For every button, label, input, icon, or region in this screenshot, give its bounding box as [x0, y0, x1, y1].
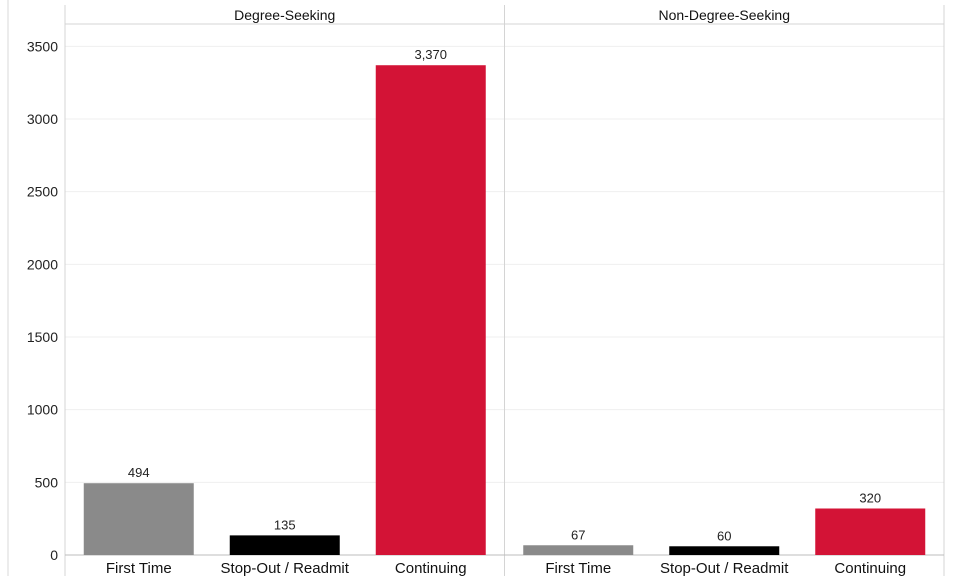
bar [523, 545, 634, 555]
y-tick-label: 2000 [27, 256, 58, 272]
y-tick-label: 3000 [27, 111, 58, 127]
data-label: 135 [274, 517, 296, 532]
labels: 0 500 1000 1500 2000 2500 3000 3500 Degree-Seeki… [27, 7, 906, 577]
x-tick-label: Continuing [395, 560, 467, 576]
x-tick-label: First Time [106, 560, 172, 576]
bar [375, 65, 486, 555]
y-tick-label: 500 [35, 474, 59, 490]
panel-title: Non-Degree-Seeking [658, 7, 790, 23]
bar [669, 546, 780, 555]
data-label: 320 [859, 490, 881, 505]
bar [815, 508, 926, 555]
x-tick-label: First Time [545, 560, 611, 576]
y-tick-label: 0 [50, 547, 58, 563]
data-label: 60 [717, 528, 731, 543]
x-tick-label: Stop-Out / Readmit [221, 560, 350, 576]
panel-title: Degree-Seeking [234, 7, 335, 23]
y-tick-label: 1500 [27, 329, 58, 345]
bar [83, 483, 194, 555]
y-tick-label: 3500 [27, 38, 58, 54]
bars [83, 65, 926, 555]
y-tick-label: 1000 [27, 402, 58, 418]
data-label: 67 [571, 527, 585, 542]
x-tick-label: Stop-Out / Readmit [660, 560, 789, 576]
bar [229, 535, 340, 555]
panel-frames [7, 0, 945, 576]
data-label: 494 [128, 465, 150, 480]
data-label: 3,370 [414, 47, 447, 62]
x-tick-label: Continuing [834, 560, 906, 576]
y-tick-label: 2500 [27, 184, 58, 200]
